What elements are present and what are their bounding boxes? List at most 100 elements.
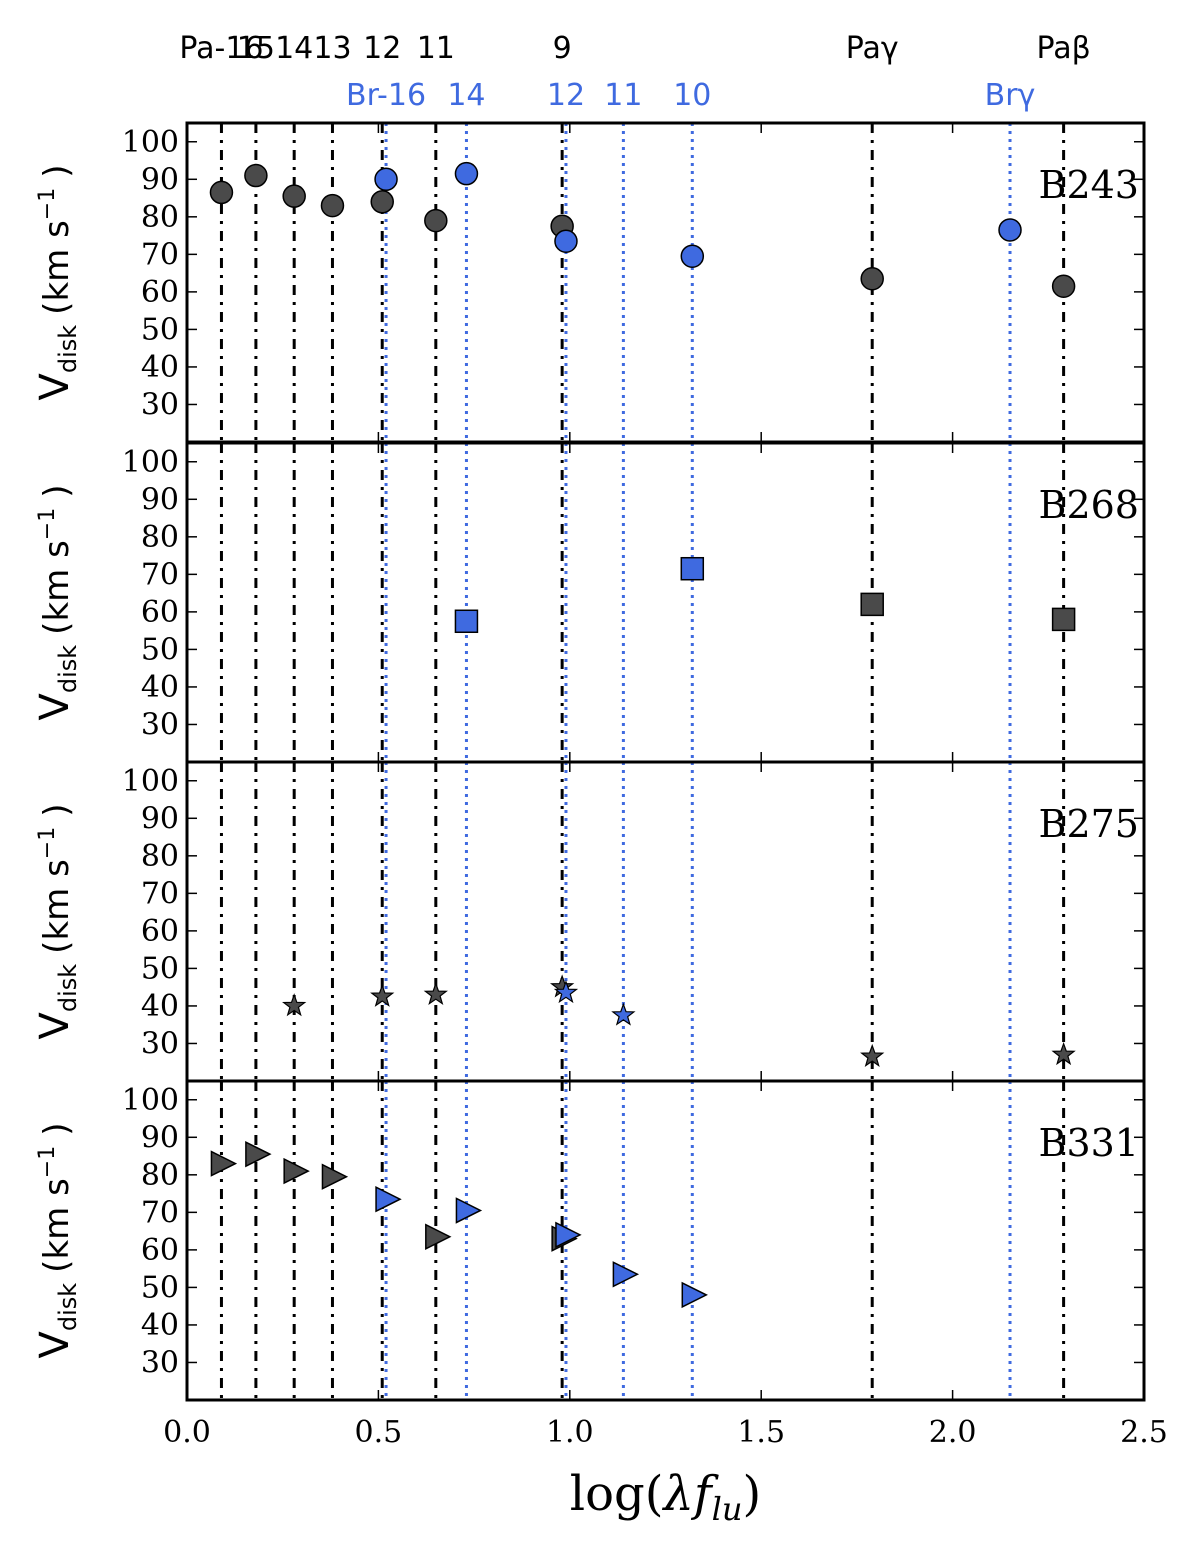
y-axis-label: Vdisk(km s−1) [32,485,82,721]
y-tick-label: 100 [122,445,179,480]
brackett-top-label: Brγ [985,78,1036,113]
y-tick-label: 60 [141,914,179,949]
y-tick-label: 70 [141,1195,179,1230]
data-point-paschen [282,993,307,1017]
y-tick-label: 70 [141,557,179,592]
panel-label: B331 [1039,1121,1139,1165]
y-tick-label: 100 [122,125,179,160]
x-axis-label: log(λflu) [570,1466,761,1528]
brackett-top-label: 10 [673,78,711,113]
y-tick-label: 70 [141,876,179,911]
x-tick-label: 2.5 [1120,1415,1168,1450]
data-point-paschen [425,1223,452,1250]
data-point-paschen [423,981,448,1006]
y-tick-label: 30 [141,1026,179,1061]
y-tick-label: 30 [141,707,179,742]
data-point-paschen [860,266,884,291]
x-tick-label: 0.5 [355,1415,403,1450]
x-tick-label: 2.0 [929,1415,977,1450]
data-point-paschen [860,1043,885,1067]
y-tick-label: 90 [141,1120,179,1155]
y-tick-label: 60 [141,275,179,310]
paschen-top-label: Pa-16 [179,31,263,66]
data-point-brackett [611,1002,636,1026]
data-point-brackett [454,161,479,186]
data-point-paschen [321,1163,349,1190]
data-point-paschen [283,1157,310,1185]
data-point-paschen [282,184,306,208]
x-tick-label: 1.5 [737,1415,785,1450]
panel-frame [185,121,1146,444]
y-tick-label: 90 [141,801,179,836]
y-tick-label: 40 [141,989,179,1024]
data-point-brackett [455,1197,483,1224]
panel-label: B243 [1039,163,1139,207]
y-axis-label: Vdisk(km s−1) [32,1123,82,1359]
paschen-top-label: Paβ [1036,31,1090,66]
paschen-top-label: Paγ [846,31,899,66]
panel-frame [185,1079,1146,1402]
x-tick-label: 0.0 [163,1415,211,1450]
y-tick-label: 60 [141,595,179,630]
data-point-brackett [553,980,579,1004]
data-point-brackett [612,1261,640,1288]
y-tick-label: 40 [141,670,179,705]
data-point-paschen [209,180,234,205]
y-tick-label: 30 [141,387,179,422]
y-tick-label: 100 [122,764,179,799]
x-axis: 0.0 0.5 1.0 1.5 2.0 2.5 [163,1415,1168,1450]
paschen-top-label: 14 [275,31,313,66]
data-point-paschen [210,1150,238,1177]
data-point-brackett [681,1281,708,1309]
brackett-top-label: Br-16 [346,78,426,113]
data-point-paschen [1051,274,1076,299]
y-tick-label: 80 [141,1158,179,1193]
data-point-paschen [370,190,394,214]
brackett-top-label: 14 [447,78,485,113]
x-tick-label: 1.0 [546,1415,594,1450]
data-point-paschen [860,592,884,617]
y-tick-label: 60 [141,1233,179,1268]
y-tick-label: 90 [141,482,179,517]
y-tick-label: 50 [141,951,179,986]
y-tick-label: 70 [141,237,179,272]
data-point-paschen [1051,1041,1076,1066]
y-tick-label: 80 [141,520,179,555]
y-tick-label: 30 [141,1345,179,1380]
brackett-top-label: 12 [547,78,585,113]
data-point-brackett [374,167,398,192]
y-tick-label: 90 [141,162,179,197]
data-point-brackett [375,1186,402,1213]
data-point-paschen [244,163,268,188]
paschen-top-label: 15 [237,31,275,66]
data-point-brackett [998,218,1022,242]
panel-label: B275 [1039,802,1139,846]
data-point-paschen [424,208,448,233]
data-point-paschen [245,1140,272,1168]
y-axis-label: Vdisk(km s−1) [32,804,82,1040]
paschen-top-label: 13 [313,31,351,66]
data-point-paschen [320,193,345,218]
data-point-brackett [680,244,705,268]
panel-label: B268 [1039,483,1139,527]
panel-frame [185,441,1146,764]
axis-labels: log(λflu) [570,1466,761,1528]
data-point-brackett [454,609,479,634]
paschen-top-label: 11 [417,31,455,66]
y-tick-label: 80 [141,839,179,874]
y-tick-label: 50 [141,312,179,347]
paschen-top-label: 9 [553,31,572,66]
data-point-brackett [555,1221,582,1249]
brackett-top-label: 11 [604,78,642,113]
y-tick-label: 100 [122,1083,179,1118]
data-point-paschen [370,983,395,1007]
y-tick-label: 80 [141,200,179,235]
data-point-paschen [1051,607,1076,632]
